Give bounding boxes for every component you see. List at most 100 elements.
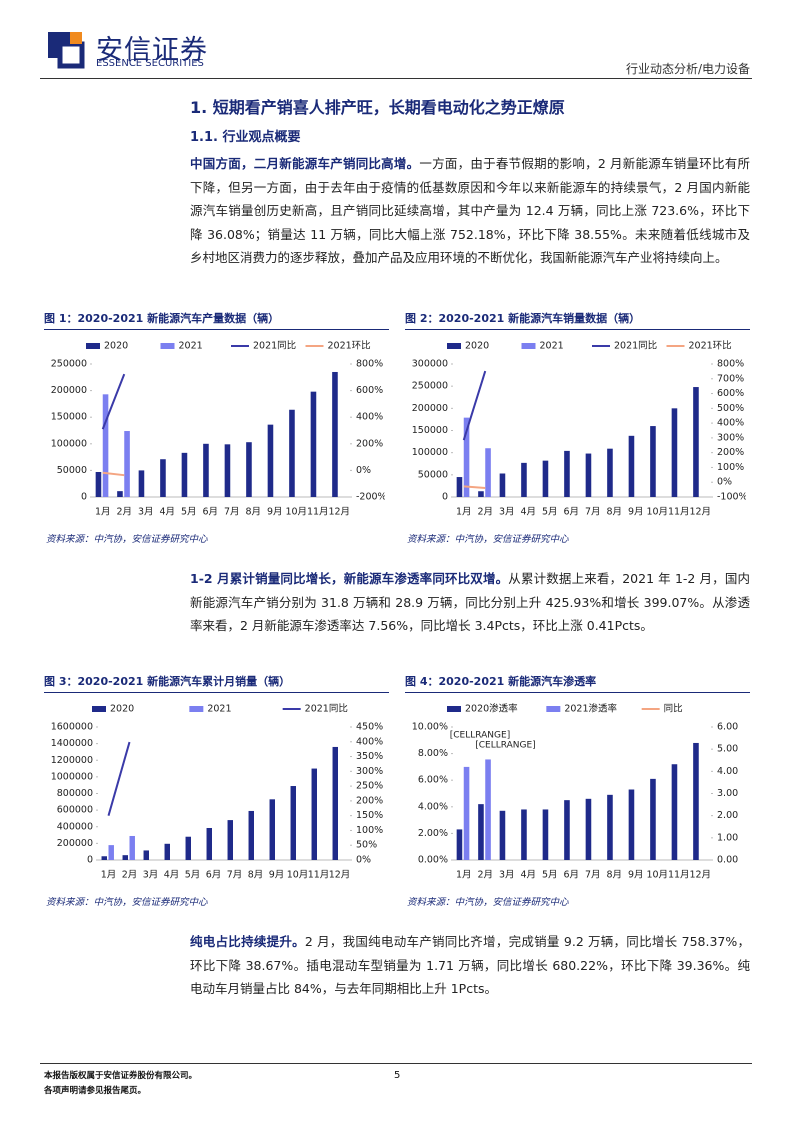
text: 从累计数据上来看，2021 年 1-2 月，国内新能源汽车产销分别为 31.8 … — [190, 571, 750, 633]
bar — [122, 855, 128, 860]
y-tick-label: 300000 — [412, 359, 448, 370]
y-tick-label: 400000 — [57, 821, 93, 832]
legend-label: 2021渗透率 — [564, 703, 617, 715]
chart: 2020 2021 2021同比 2021环比 0 50000 100000 150000 20… — [51, 340, 385, 518]
bar — [693, 387, 699, 497]
y2-tick-label: 4.00 — [717, 766, 738, 777]
section-title: 1. 短期看产销喜人排产旺，长期看电动化之势正燎原 — [190, 98, 565, 117]
y2-tick-label: 200% — [717, 447, 744, 458]
y2-tick-label: 300% — [356, 766, 383, 777]
x-tick-label: 5月 — [185, 870, 201, 881]
legend-swatch — [521, 343, 536, 349]
y2-tick-label: 350% — [356, 751, 383, 762]
bar — [246, 442, 252, 497]
x-tick-label: 7月 — [224, 507, 240, 518]
legend-label: 2020渗透率 — [465, 703, 518, 715]
legend-label: 2021环比 — [328, 340, 371, 352]
y-tick-label: 200000 — [51, 385, 87, 396]
y2-tick-label: 3.00 — [717, 788, 738, 799]
x-tick-label: 5月 — [542, 870, 558, 881]
y2-tick-label: 400% — [356, 736, 383, 747]
y2-tick-label: 0% — [356, 855, 371, 866]
bar — [290, 786, 296, 860]
x-tick-label: 2月 — [122, 870, 138, 881]
x-tick-label: 5月 — [542, 507, 558, 518]
bar — [164, 843, 170, 860]
legend-swatch — [447, 706, 461, 712]
figure-title: 图 1：2020-2021 新能源汽车产量数据（辆） — [44, 310, 389, 330]
x-tick-label: 10月 — [646, 507, 668, 518]
header-rule — [40, 78, 752, 79]
x-tick-label: 6月 — [202, 507, 218, 518]
logo-text: 安信证券 — [96, 35, 208, 66]
annotation: [CELLRANGE] — [475, 741, 535, 751]
y2-tick-label: 0% — [356, 465, 371, 476]
bar — [478, 491, 484, 497]
y-tick-label: 0 — [87, 855, 93, 866]
y2-tick-label: 100% — [356, 825, 383, 836]
y2-tick-label: 500% — [717, 403, 744, 414]
y-tick-label: 4.00% — [418, 801, 448, 812]
x-tick-label: 3月 — [138, 507, 154, 518]
y2-tick-label: 450% — [356, 722, 383, 733]
x-tick-label: 1月 — [95, 507, 111, 518]
bar — [521, 809, 527, 860]
legend-label: 2021 — [207, 704, 231, 715]
legend-label: 2020 — [110, 704, 134, 715]
bar — [143, 850, 149, 860]
bar — [463, 417, 470, 497]
bar — [650, 778, 656, 860]
x-tick-label: 10月 — [646, 870, 668, 881]
legend-swatch — [86, 343, 100, 349]
report-category: 行业动态分析/电力设备 — [625, 62, 750, 76]
y-tick-label: 50000 — [57, 465, 87, 476]
y2-tick-label: 250% — [356, 781, 383, 792]
x-tick-label: 7月 — [585, 870, 601, 881]
bar — [311, 768, 317, 860]
bar — [269, 799, 275, 860]
bar — [124, 431, 130, 497]
y-tick-label: 1000000 — [51, 771, 93, 782]
y2-tick-label: 0.00 — [717, 855, 738, 866]
y2-tick-label: 800% — [356, 359, 383, 370]
legend-swatch — [92, 706, 106, 712]
y-tick-label: 6.00% — [418, 775, 448, 786]
y-tick-label: 1400000 — [51, 738, 93, 749]
legend-swatch — [189, 706, 204, 712]
bar — [456, 829, 463, 860]
y-tick-label: 150000 — [412, 425, 448, 436]
bar — [585, 798, 592, 860]
page-number: 5 — [394, 1070, 401, 1081]
legend-label: 2021同比 — [614, 340, 657, 352]
y2-tick-label: 150% — [356, 810, 383, 821]
line-series — [102, 471, 125, 477]
x-tick-label: 8月 — [248, 870, 264, 881]
y-tick-label: 100000 — [51, 438, 87, 449]
bar — [129, 835, 135, 860]
y-tick-label: 0 — [81, 492, 87, 503]
bar — [160, 459, 166, 497]
text: 2 月，我国纯电动车产销同比齐增，完成销量 9.2 万辆，同比增长 758.37… — [190, 934, 750, 996]
bar — [102, 394, 109, 497]
bar — [289, 409, 295, 497]
y2-tick-label: -100% — [717, 492, 746, 503]
line-series — [101, 373, 126, 430]
figure-title: 图 2：2020-2021 新能源汽车销量数据（辆） — [405, 310, 750, 330]
bar — [628, 435, 635, 497]
x-tick-label: 2月 — [477, 870, 493, 881]
y-tick-label: 10.00% — [412, 722, 448, 733]
line-series — [463, 485, 486, 489]
footer-rule — [40, 1063, 752, 1064]
figure-source: 资料来源：中汽协，安信证券研究中心 — [407, 534, 569, 545]
y-tick-label: 1600000 — [51, 722, 93, 733]
y-tick-label: 150000 — [51, 412, 87, 423]
legend-label: 2021 — [179, 341, 203, 352]
bar — [206, 827, 212, 860]
lead: 1-2 月累计销量同比增长，新能源车渗透率同环比双增。 — [190, 571, 509, 586]
bar — [542, 809, 549, 860]
x-tick-label: 9月 — [267, 507, 283, 518]
legend-label: 2020 — [104, 341, 128, 352]
y2-tick-label: 400% — [356, 412, 383, 423]
text: 一方面，由于春节假期的影响，2 月新能源车销量环比有所下降，但另一方面，由于去年… — [190, 156, 750, 265]
figure-source: 资料来源：中汽协，安信证券研究中心 — [46, 897, 208, 908]
